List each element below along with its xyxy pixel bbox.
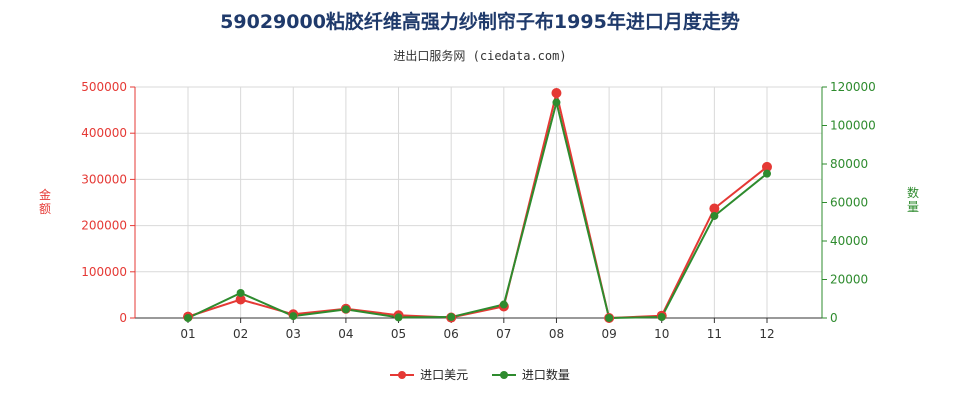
y-left-tick-label: 0 bbox=[119, 311, 127, 325]
y-axis-right-label: 数量 bbox=[906, 186, 919, 214]
series-line-import-qty bbox=[187, 102, 768, 320]
y-left-tick-label: 400000 bbox=[81, 126, 127, 140]
x-tick-label: 09 bbox=[601, 327, 616, 341]
legend-label-import-qty: 进口数量 bbox=[521, 368, 570, 382]
x-tick-label: 11 bbox=[707, 327, 722, 341]
data-point-import-qty bbox=[552, 98, 561, 107]
x-tick-label: 12 bbox=[759, 327, 774, 341]
x-tick-label: 08 bbox=[549, 327, 564, 341]
legend-item-import-qty[interactable]: 进口数量 bbox=[491, 366, 570, 383]
y-right-tick-label: 40000 bbox=[830, 234, 868, 248]
data-point-import-qty bbox=[499, 300, 508, 309]
chart-legend: 进口美元 进口数量 bbox=[0, 366, 960, 383]
x-tick-label: 03 bbox=[286, 327, 301, 341]
legend-item-import-usd[interactable]: 进口美元 bbox=[390, 366, 468, 383]
y-left-tick-label: 500000 bbox=[81, 80, 127, 94]
y-right-tick-label: 60000 bbox=[830, 196, 868, 210]
legend-swatch-import-usd bbox=[390, 370, 415, 380]
y-axis-left-label: 金额 bbox=[38, 188, 51, 216]
data-point-import-qty bbox=[710, 211, 719, 220]
x-tick-label: 06 bbox=[444, 327, 459, 341]
y-right-tick-label: 120000 bbox=[830, 80, 876, 94]
y-left-tick-label: 300000 bbox=[81, 172, 127, 186]
data-point-import-qty bbox=[289, 312, 298, 321]
legend-label-import-usd: 进口美元 bbox=[420, 368, 469, 382]
y-right-tick-label: 80000 bbox=[830, 157, 868, 171]
data-point-import-qty bbox=[184, 314, 192, 322]
y-right-tick-label: 100000 bbox=[830, 119, 876, 133]
data-point-import-usd bbox=[551, 88, 562, 99]
data-point-import-usd bbox=[709, 203, 720, 214]
x-tick-label: 02 bbox=[233, 327, 248, 341]
chart-title: 59029000粘胶纤维高强力纱制帘子布1995年进口月度走势 bbox=[220, 11, 740, 33]
chart-subtitle: 进出口服务网 (ciedata.com) bbox=[393, 49, 567, 63]
data-point-import-qty bbox=[657, 313, 666, 322]
legend-swatch-import-qty bbox=[491, 370, 516, 380]
y-left-tick-label: 200000 bbox=[81, 219, 127, 233]
data-point-import-qty bbox=[341, 305, 350, 314]
plot-area bbox=[134, 86, 823, 319]
data-point-import-qty bbox=[394, 313, 403, 322]
y-left-tick-label: 100000 bbox=[81, 265, 127, 279]
x-tick-label: 01 bbox=[180, 327, 195, 341]
data-point-import-qty bbox=[236, 288, 245, 297]
data-point-import-usd bbox=[235, 294, 246, 305]
x-tick-label: 05 bbox=[391, 327, 406, 341]
data-point-import-qty bbox=[447, 313, 456, 322]
data-point-import-qty bbox=[605, 314, 614, 322]
x-tick-label: 10 bbox=[654, 327, 669, 341]
x-tick-label: 07 bbox=[496, 327, 511, 341]
data-point-import-usd bbox=[762, 161, 772, 172]
x-tick-label: 04 bbox=[338, 327, 353, 341]
y-right-tick-label: 0 bbox=[830, 311, 838, 325]
y-right-tick-label: 20000 bbox=[830, 273, 868, 287]
data-point-import-qty bbox=[763, 169, 771, 178]
